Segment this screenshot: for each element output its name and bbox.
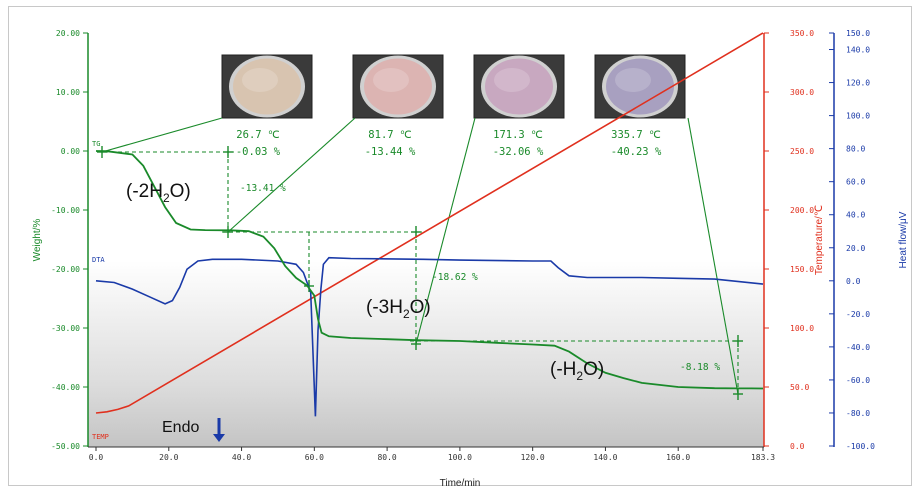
water-loss-3-label: (-3H2O) bbox=[366, 297, 431, 321]
sample-photo bbox=[221, 54, 313, 119]
temperature-tick-label: 300.0 bbox=[790, 88, 814, 97]
weight-tick-label: -40.00 bbox=[51, 383, 80, 392]
x-axis-title: Time/min bbox=[440, 478, 481, 489]
heat-flow-tick-label: 20.0 bbox=[846, 244, 865, 253]
temperature-ticks: 350.0 300.0 250.0 200.0 150.0 100.0 50.0 0.0 bbox=[764, 29, 814, 451]
x-tick-label: 60.0 bbox=[305, 453, 324, 462]
water-loss-1-label: (-H2O) bbox=[550, 359, 604, 383]
photo-connector-line bbox=[227, 117, 356, 233]
x-tick-label: 20.0 bbox=[159, 453, 178, 462]
weight-tick-label: 0.00 bbox=[61, 147, 80, 156]
heat-flow-tick-label: 40.0 bbox=[846, 211, 865, 220]
temperature-line bbox=[95, 32, 764, 414]
endo-arrow-icon bbox=[213, 418, 225, 442]
sample-photo bbox=[352, 54, 444, 119]
tg-series-label: TG bbox=[92, 140, 100, 148]
temperature-tick-label: 150.0 bbox=[790, 265, 814, 274]
heat-flow-tick-label: -20.0 bbox=[846, 310, 870, 319]
endo-label: Endo bbox=[162, 419, 199, 436]
heat-flow-tick-label: -100.0 bbox=[846, 442, 875, 451]
step2-loss-label: -18.62 % bbox=[432, 272, 478, 283]
weight-tick-label: 20.00 bbox=[56, 29, 80, 38]
temperature-tick-label: 0.0 bbox=[790, 442, 805, 451]
x-tick-label: 0.0 bbox=[89, 453, 104, 462]
step3-loss-label: -8.18 % bbox=[680, 362, 720, 373]
temperature-tick-label: 50.0 bbox=[790, 383, 809, 392]
photo1-weight-label: -0.03 % bbox=[236, 146, 281, 158]
x-tick-label: 160.0 bbox=[666, 453, 690, 462]
photo-connector-line bbox=[101, 117, 223, 153]
temp-series-label: TEMP bbox=[92, 433, 109, 441]
temperature-tick-label: 350.0 bbox=[790, 29, 814, 38]
heat-flow-tick-label: 100.0 bbox=[846, 112, 870, 121]
temperature-tick-label: 250.0 bbox=[790, 147, 814, 156]
x-ticks: 0.0 20.0 40.0 60.0 80.0 100.0 120.0 140.0 160.0 1… bbox=[89, 447, 775, 462]
heat-flow-axis-title: Heat flow/μV bbox=[898, 211, 909, 268]
dta-series-label: DTA bbox=[92, 256, 105, 264]
sample-photo bbox=[473, 54, 565, 119]
sample-photos bbox=[221, 54, 686, 119]
heat-flow-tick-label: -80.0 bbox=[846, 409, 870, 418]
photo4-temp-label: 335.7 ℃ bbox=[611, 129, 661, 141]
heat-flow-ticks: 150.0 140.0 120.0 100.0 80.0 60.0 40.0 20.0 0.0 -… bbox=[829, 29, 875, 451]
heat-flow-tick-label: -40.0 bbox=[846, 343, 870, 352]
photo-connector-line bbox=[687, 117, 739, 395]
weight-tick-label: -10.00 bbox=[51, 206, 80, 215]
weight-axis-title: Weight/% bbox=[32, 219, 43, 262]
step1-loss-label: -13.41 % bbox=[240, 183, 286, 194]
heat-flow-tick-label: -60.0 bbox=[846, 376, 870, 385]
heat-flow-tick-label: 0.0 bbox=[846, 277, 861, 286]
heat-flow-tick-label: 120.0 bbox=[846, 79, 870, 88]
photo2-weight-label: -13.44 % bbox=[365, 146, 416, 158]
heat-flow-tick-label: 140.0 bbox=[846, 46, 870, 55]
x-tick-label: 140.0 bbox=[593, 453, 617, 462]
weight-tick-label: -20.00 bbox=[51, 265, 80, 274]
water-loss-2-label: (-2H2O) bbox=[126, 181, 191, 205]
temperature-axis-title: Temperature/℃ bbox=[814, 205, 825, 275]
heat-flow-tick-label: 150.0 bbox=[846, 29, 870, 38]
x-tick-label: 100.0 bbox=[448, 453, 472, 462]
photo2-temp-label: 81.7 ℃ bbox=[368, 129, 412, 141]
x-tick-label: 183.3 bbox=[751, 453, 775, 462]
x-tick-label: 80.0 bbox=[377, 453, 396, 462]
tg-line bbox=[95, 150, 764, 390]
x-tick-label: 40.0 bbox=[232, 453, 251, 462]
heat-flow-tick-label: 80.0 bbox=[846, 145, 865, 154]
weight-ticks: 20.00 10.00 0.00 -10.00 -20.00 -30.00 -40.00 -5… bbox=[51, 29, 88, 451]
weight-tick-label: -30.00 bbox=[51, 324, 80, 333]
photo1-temp-label: 26.7 ℃ bbox=[236, 129, 280, 141]
photo-connector-line bbox=[415, 117, 476, 345]
dta-line bbox=[95, 256, 764, 417]
sample-photo bbox=[594, 54, 686, 119]
x-tick-label: 120.0 bbox=[521, 453, 545, 462]
temperature-tick-label: 100.0 bbox=[790, 324, 814, 333]
heat-flow-tick-label: 60.0 bbox=[846, 178, 865, 187]
weight-tick-label: 10.00 bbox=[56, 88, 80, 97]
photo3-weight-label: -32.06 % bbox=[493, 146, 544, 158]
weight-tick-label: -50.00 bbox=[51, 442, 80, 451]
temperature-tick-label: 200.0 bbox=[790, 206, 814, 215]
photo3-temp-label: 171.3 ℃ bbox=[493, 129, 543, 141]
chart-frame bbox=[8, 6, 912, 486]
photo4-weight-label: -40.23 % bbox=[611, 146, 662, 158]
